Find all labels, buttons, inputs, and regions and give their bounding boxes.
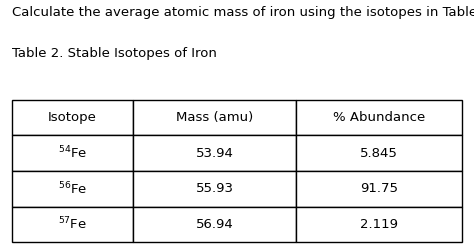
Text: 56.94: 56.94 xyxy=(196,218,233,231)
Text: Calculate the average atomic mass of iron using the isotopes in Table 2 below.: Calculate the average atomic mass of iro… xyxy=(12,6,474,19)
Text: 55.93: 55.93 xyxy=(195,182,234,195)
Text: $^{56}$Fe: $^{56}$Fe xyxy=(58,181,87,197)
Text: Table 2. Stable Isotopes of Iron: Table 2. Stable Isotopes of Iron xyxy=(12,47,217,60)
Text: Isotope: Isotope xyxy=(48,111,97,124)
Text: 2.119: 2.119 xyxy=(360,218,398,231)
Text: 5.845: 5.845 xyxy=(360,147,398,160)
Text: $^{54}$Fe: $^{54}$Fe xyxy=(58,145,87,161)
Text: $^{57}$Fe: $^{57}$Fe xyxy=(58,216,87,233)
Text: % Abundance: % Abundance xyxy=(333,111,425,124)
Text: 53.94: 53.94 xyxy=(196,147,233,160)
Text: Mass (amu): Mass (amu) xyxy=(176,111,253,124)
Text: 91.75: 91.75 xyxy=(360,182,398,195)
